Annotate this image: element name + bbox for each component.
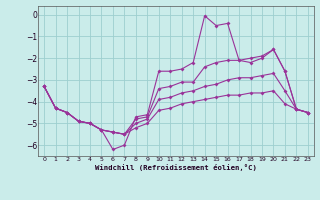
X-axis label: Windchill (Refroidissement éolien,°C): Windchill (Refroidissement éolien,°C)	[95, 164, 257, 171]
